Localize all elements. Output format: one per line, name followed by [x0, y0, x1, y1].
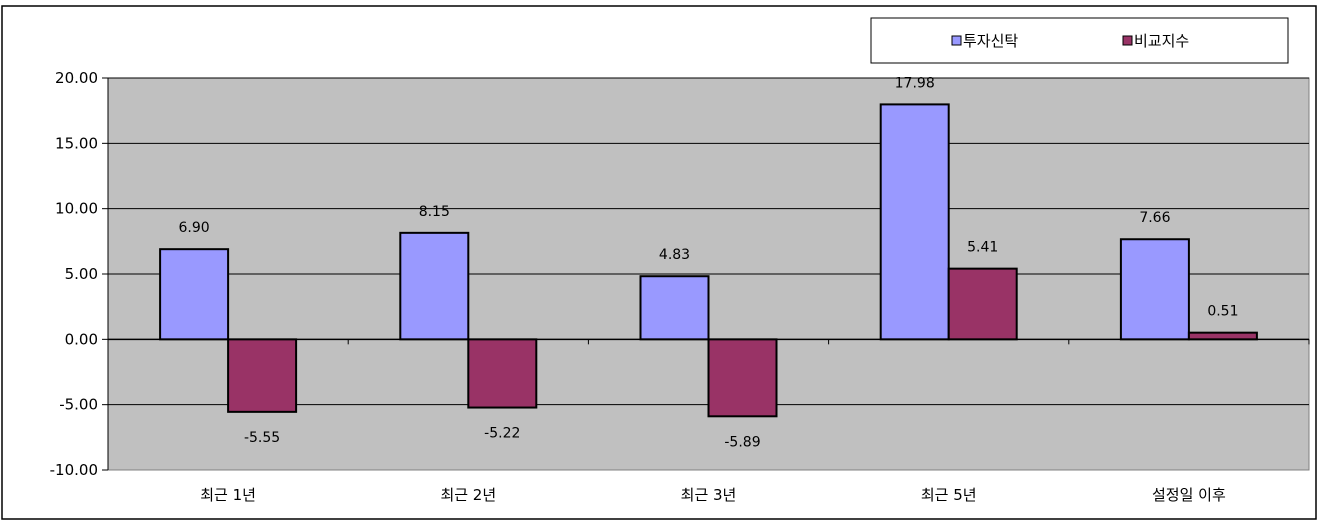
bar-series-1 — [159, 248, 230, 341]
y-tick-label: 5.00 — [65, 265, 98, 283]
data-label: -5.22 — [484, 426, 520, 442]
y-tick-label: 15.00 — [55, 134, 98, 152]
data-label: 8.15 — [419, 204, 450, 220]
data-labels: 6.90 -5.55 8.15 -5.22 4.83 -5.89 17.98 5.41 7.66… — [179, 75, 1239, 450]
legend-swatch-series-2 — [1122, 35, 1133, 46]
legend-box — [870, 17, 1289, 64]
category-label: 최근 2년 — [440, 486, 496, 504]
data-label: 6.90 — [179, 220, 210, 236]
zero-axis — [107, 338, 1310, 345]
bars — [159, 103, 1258, 418]
bar-series-1 — [399, 231, 470, 341]
y-tick-label: -5.00 — [59, 396, 98, 414]
legend-swatch-series-1 — [951, 35, 962, 46]
data-label: 5.41 — [967, 240, 998, 256]
y-tick-label: 0.00 — [65, 330, 98, 348]
bar-series-2 — [707, 338, 778, 418]
bar-series-2 — [467, 338, 538, 409]
category-labels: 최근 1년 최근 2년 최근 3년 최근 5년 설정일 이후 — [200, 486, 1226, 504]
data-label: 17.98 — [895, 75, 935, 91]
bar-series-1 — [1119, 238, 1190, 341]
y-tick-label: 20.00 — [55, 69, 98, 87]
data-label: 7.66 — [1139, 210, 1170, 226]
data-label: -5.55 — [244, 430, 280, 446]
data-label: 4.83 — [659, 247, 690, 263]
bar-series-2 — [227, 338, 298, 413]
category-label: 최근 3년 — [681, 486, 737, 504]
data-label: 0.51 — [1207, 304, 1238, 320]
y-axis-ticks: 20.00 15.00 10.00 5.00 0.00 -5.00 -10.00 — [50, 69, 109, 479]
category-label: 최근 5년 — [921, 486, 977, 504]
legend-label-series-1: 투자신탁 — [963, 32, 1018, 50]
y-tick-label: 10.00 — [55, 200, 98, 218]
bar-series-2 — [1187, 331, 1258, 341]
category-label: 최근 1년 — [200, 486, 256, 504]
y-tick-label: -10.00 — [50, 461, 98, 479]
bar-series-2 — [947, 267, 1018, 341]
category-label: 설정일 이후 — [1152, 486, 1226, 504]
data-label: -5.89 — [724, 434, 760, 450]
legend: 투자신탁 비교지수 — [870, 17, 1289, 64]
bar-series-1 — [879, 103, 950, 341]
bar-series-1 — [639, 275, 710, 341]
legend-label-series-2: 비교지수 — [1134, 32, 1189, 50]
